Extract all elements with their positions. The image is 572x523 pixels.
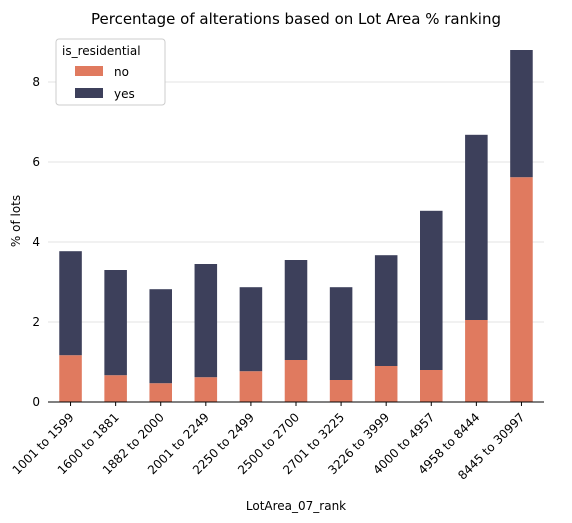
x-axis-label: LotArea_07_rank — [246, 499, 346, 513]
bars — [59, 50, 533, 402]
bar-no-1 — [104, 375, 127, 402]
bar-yes-0 — [59, 251, 82, 356]
bar-no-3 — [194, 377, 218, 402]
bar-yes-8 — [420, 210, 443, 370]
y-tick-label: 8 — [32, 75, 40, 89]
legend-swatch-yes — [75, 88, 103, 98]
y-axis-label: % of lots — [9, 195, 23, 247]
bar-no-7 — [374, 366, 398, 402]
bar-yes-10 — [510, 50, 533, 178]
y-tick-label: 6 — [32, 155, 40, 169]
bar-no-10 — [510, 177, 533, 402]
legend-label-no: no — [114, 65, 129, 79]
bar-yes-2 — [149, 289, 172, 384]
y-tick-label: 0 — [32, 395, 40, 409]
legend-label-yes: yes — [114, 87, 135, 101]
bar-no-5 — [284, 360, 308, 402]
legend-items: no yes — [75, 65, 135, 101]
bar-no-2 — [149, 383, 172, 402]
bar-yes-9 — [465, 134, 488, 320]
bar-no-6 — [329, 380, 353, 402]
y-axis-ticks: 0 2 4 6 8 — [32, 75, 40, 409]
legend: is_residential no yes — [55, 38, 166, 106]
chart-title: Percentage of alterations based on Lot A… — [91, 10, 501, 28]
bar-no-4 — [239, 371, 263, 402]
legend-swatch-no — [75, 66, 103, 76]
y-tick-label: 2 — [32, 315, 40, 329]
bar-yes-7 — [374, 255, 398, 366]
bar-no-8 — [420, 370, 443, 402]
bar-yes-3 — [194, 264, 218, 378]
bar-yes-4 — [239, 287, 263, 372]
y-tick-label: 4 — [32, 235, 40, 249]
bar-no-9 — [465, 320, 488, 402]
bar-yes-6 — [329, 287, 353, 380]
bar-no-0 — [59, 355, 82, 402]
legend-title: is_residential — [62, 44, 141, 58]
bar-yes-1 — [104, 270, 127, 376]
bar-yes-5 — [284, 260, 308, 360]
